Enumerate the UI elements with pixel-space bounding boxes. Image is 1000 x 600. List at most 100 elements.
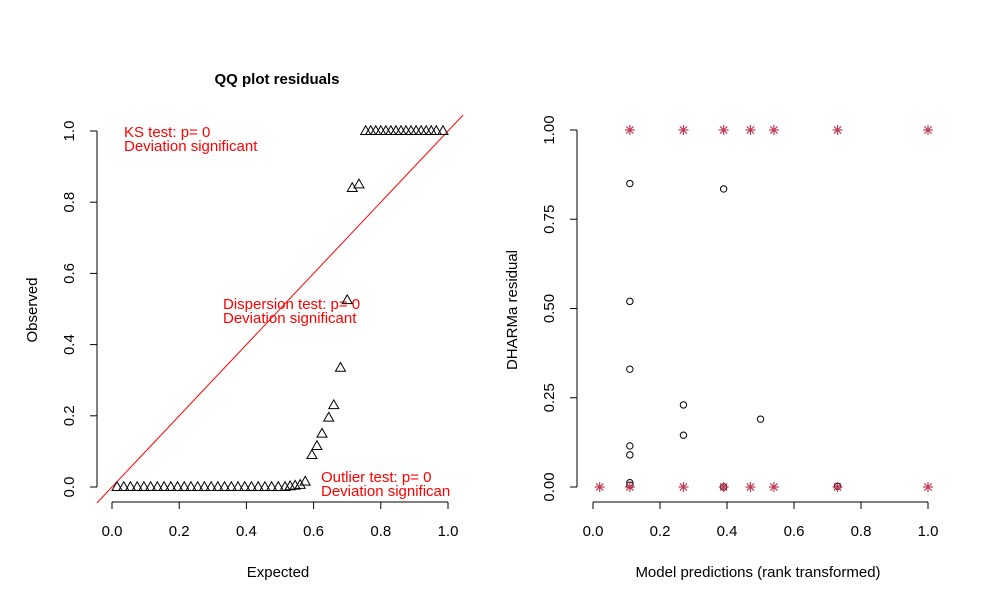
residual-point [756,415,765,423]
qq-point [171,480,184,491]
residual-point [626,442,634,450]
dispersion-deviation-text: Deviation significant [223,310,357,327]
qq-y-tick-label: 0.6 [61,263,78,284]
qq-point [185,480,197,491]
qq-point [341,293,354,305]
outlier-star-marker [745,125,756,135]
qq-y-label: Observed [24,277,41,342]
residual-y-tick-label: 0.75 [541,205,558,234]
qq-point [265,480,278,491]
qq-point [211,480,224,491]
qq-point [415,124,427,135]
qq-reference-line [96,114,464,504]
qq-point [327,398,340,410]
qq-point [245,480,258,491]
residual-point [719,185,728,193]
outlier-star-marker [923,125,933,135]
ks-deviation-text: Deviation significant [124,138,258,155]
qq-point [430,124,443,135]
qq-point [294,478,307,489]
qq-x-label: Expected [247,564,310,581]
qq-point [178,480,191,491]
outlier-star-marker [745,482,756,492]
outlier-deviation-text: Deviation significan [321,483,450,500]
qq-point [353,178,365,189]
outlier-star-marker [678,482,689,492]
qq-x-tick-label: 1.0 [438,523,459,540]
qq-point [232,480,244,491]
qq-y-tick-label: 0.8 [61,192,78,213]
qq-point [191,480,204,491]
qq-point [395,124,407,135]
qq-point [151,480,164,491]
qq-point [359,124,372,135]
qq-point [144,480,157,491]
qq-point [379,124,392,135]
qq-title: QQ plot residuals [214,71,339,88]
outlier-star-marker [718,125,729,135]
qq-point [299,475,312,486]
outlier-test-text: Outlier test: p= 0 [321,469,431,486]
qq-point [437,124,449,135]
outlier-star-marker [718,482,729,492]
residual-x-tick-label: 0.0 [583,523,604,540]
qq-point [369,124,382,135]
residual-point [679,401,688,409]
qq-point [138,480,150,491]
qq-point [238,480,251,491]
outlier-star-marker [923,482,933,492]
qq-point [124,480,137,491]
residual-point [679,431,688,439]
qq-point [111,480,123,491]
outlier-star-marker [768,482,779,492]
qq-point [364,124,377,135]
qq-point [385,124,397,135]
residual-x-tick-label: 0.4 [717,523,738,540]
qq-point [205,480,217,491]
qq-x-tick-label: 0.0 [102,523,123,540]
qq-x-tick-label: 0.8 [370,523,391,540]
qq-point [400,124,412,135]
dispersion-test-text: Dispersion test: p= 0 [223,296,360,313]
qq-point [198,480,211,491]
qq-point [334,361,347,372]
residual-point [626,179,634,188]
qq-point [306,448,318,459]
qq-point [252,480,265,491]
qq-point [410,124,422,135]
outlier-star-marker [832,125,843,135]
residual-point [626,365,634,373]
qq-point [272,480,285,491]
qq-point [405,124,417,135]
qq-point [311,439,323,451]
residual-x-tick-label: 1.0 [918,523,939,540]
residual-y-tick-label: 0.25 [541,383,558,412]
qq-x-tick-label: 0.6 [303,523,324,540]
qq-point [117,480,130,491]
residual-y-label: DHARMa residual [504,250,521,370]
qq-point [425,124,438,135]
qq-y-tick-label: 0.2 [61,405,78,426]
qq-point [322,411,335,422]
residual-y-tick-label: 0.00 [541,472,558,501]
residual-x-tick-label: 0.2 [650,523,671,540]
qq-point [420,124,433,135]
outlier-star-marker [832,482,843,492]
residual-x-tick-label: 0.6 [784,523,805,540]
outlier-star-marker [624,482,635,492]
qq-point [259,480,271,491]
qq-y-tick-label: 0.0 [61,477,78,498]
outlier-star-marker [678,125,689,135]
qq-x-tick-label: 0.2 [169,523,190,540]
qq-y-tick-label: 0.4 [61,334,78,355]
qq-point [158,480,170,491]
qq-point [218,480,231,491]
residual-point [626,451,634,459]
chart-marks: 0.0 0.2 0.4 0.6 0.8 1.00.00.20.40.60.81.00.0 0… [61,114,939,540]
qq-point [374,124,387,135]
ks-test-text: KS test: p= 0 [124,124,210,141]
residual-point [626,297,634,306]
outlier-star-marker [768,125,779,135]
